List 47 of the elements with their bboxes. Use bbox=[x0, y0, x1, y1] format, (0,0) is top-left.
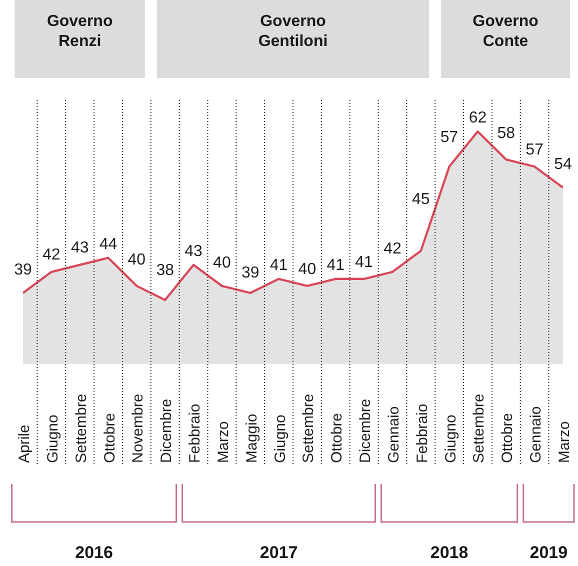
x-tick-label: Febbraio bbox=[186, 404, 204, 463]
data-label: 44 bbox=[99, 236, 118, 253]
text: Governo Renzi bbox=[46, 13, 113, 50]
data-label: 41 bbox=[355, 254, 374, 271]
data-label: 62 bbox=[468, 109, 487, 126]
x-tick-label: Ottobre bbox=[328, 412, 346, 463]
data-label: 40 bbox=[298, 260, 316, 278]
data-label: 39 bbox=[14, 261, 32, 278]
x-tick-label: Gennaio bbox=[385, 406, 402, 463]
x-tick-label: Febbraio bbox=[414, 404, 431, 463]
x-tick-label: Marzo bbox=[214, 421, 232, 463]
data-label: 54 bbox=[554, 156, 572, 174]
annotation: 2017 bbox=[260, 543, 298, 562]
data-label: 38 bbox=[156, 262, 174, 280]
x-tick-label: Ottobre bbox=[101, 412, 118, 463]
data-label: 57 bbox=[526, 141, 544, 158]
x-tick-label: Novembre bbox=[130, 394, 147, 463]
x-tick-label: Marzo bbox=[556, 421, 573, 463]
data-label: 57 bbox=[440, 128, 458, 146]
data-label: 41 bbox=[270, 256, 288, 274]
text: Governo Gentiloni bbox=[258, 13, 328, 50]
data-label: 42 bbox=[42, 246, 60, 264]
x-tick-label: Giugno bbox=[272, 414, 289, 463]
annotation: 2018 bbox=[430, 543, 468, 562]
x-tick-label: Giugno bbox=[442, 414, 460, 463]
x-tick-label: Ottobre bbox=[499, 412, 516, 463]
x-tick-label: Gennaio bbox=[528, 406, 545, 463]
x-tick-label: Dicembre bbox=[357, 398, 374, 463]
annotation: 2016 bbox=[75, 543, 113, 562]
annotation: 2019 bbox=[530, 543, 568, 562]
x-tick-label: Aprile bbox=[16, 424, 33, 463]
x-tick-label: Settembre bbox=[72, 394, 90, 463]
x-tick-label: Maggio bbox=[243, 414, 260, 463]
data-label: 43 bbox=[184, 242, 203, 260]
data-label: 45 bbox=[412, 190, 430, 208]
data-label: 41 bbox=[326, 256, 345, 274]
x-tick-label: Dicembre bbox=[158, 398, 176, 463]
x-tick-label: Settembre bbox=[300, 394, 318, 463]
x-tick-label: Settembre bbox=[470, 394, 488, 463]
data-label: 39 bbox=[241, 264, 260, 282]
data-label: 43 bbox=[70, 240, 89, 257]
data-label: 40 bbox=[128, 251, 146, 268]
x-tick-label: Giugno bbox=[44, 414, 62, 463]
data-label: 40 bbox=[213, 254, 231, 272]
data-label: 42 bbox=[384, 240, 402, 258]
data-label: 58 bbox=[497, 124, 516, 142]
text: Governo Conte bbox=[472, 13, 539, 50]
